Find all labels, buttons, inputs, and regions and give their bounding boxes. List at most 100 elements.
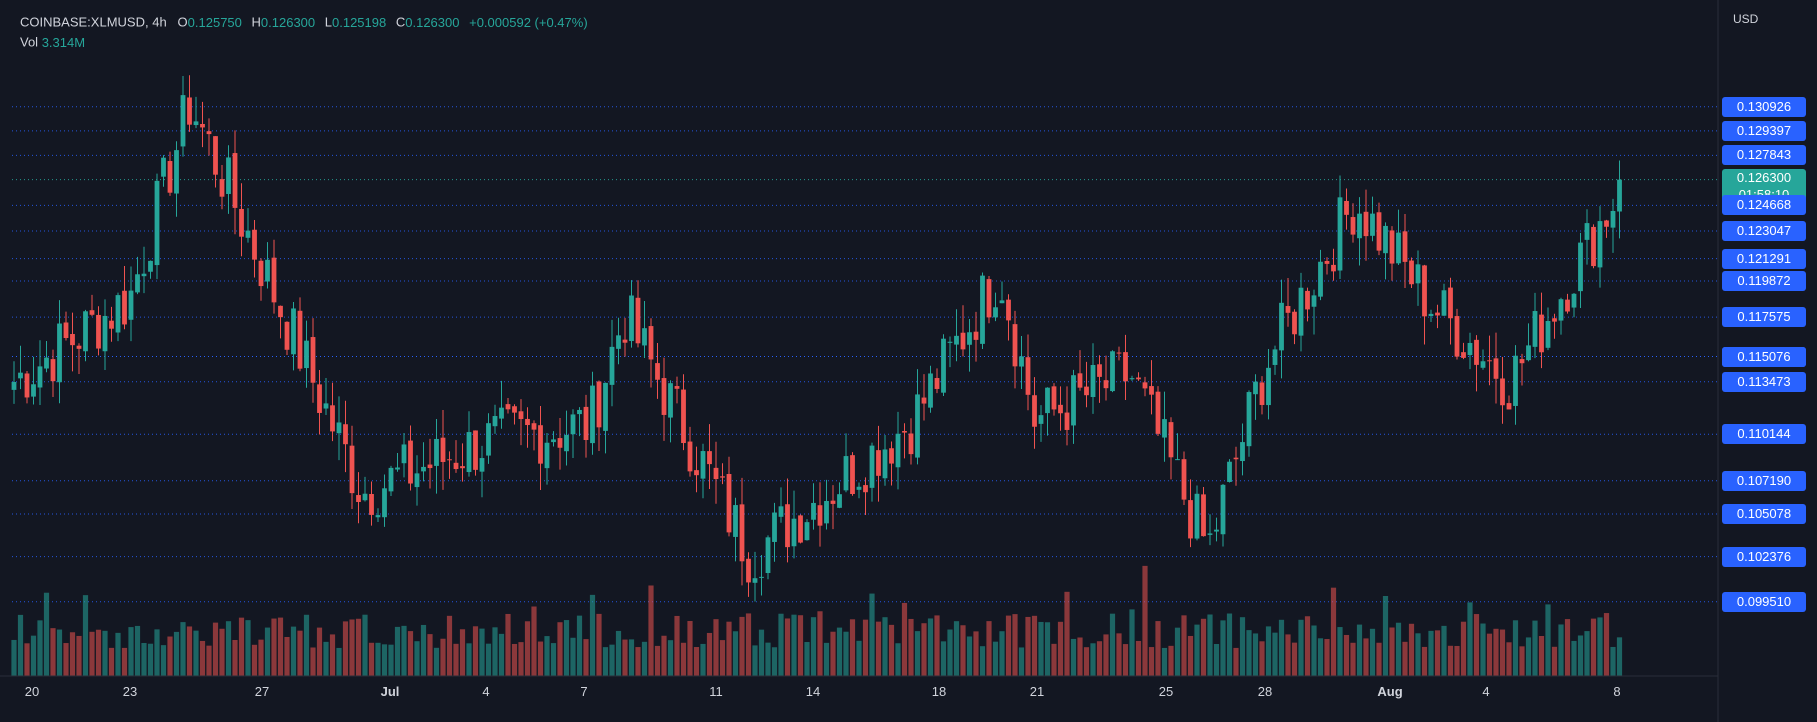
candle-body[interactable] — [1279, 302, 1284, 351]
candle-body[interactable] — [1396, 232, 1401, 264]
candle-body[interactable] — [200, 123, 205, 128]
candle-body[interactable] — [1376, 212, 1382, 251]
candle-body[interactable] — [648, 326, 654, 360]
candle-body[interactable] — [1480, 361, 1486, 368]
candle-body[interactable] — [1012, 324, 1018, 367]
candle-body[interactable] — [720, 476, 725, 478]
candle-body[interactable] — [1526, 345, 1531, 361]
candle-body[interactable] — [993, 307, 998, 318]
candle-body[interactable] — [414, 473, 420, 488]
candle-body[interactable] — [213, 136, 218, 175]
candle-body[interactable] — [687, 441, 693, 472]
candle-body[interactable] — [1617, 179, 1622, 212]
candle-body[interactable] — [1110, 351, 1115, 392]
candle-body[interactable] — [89, 310, 95, 315]
candle-body[interactable] — [642, 328, 647, 346]
candle-body[interactable] — [798, 515, 803, 543]
candle-body[interactable] — [570, 414, 576, 435]
candle-body[interactable] — [1539, 314, 1544, 353]
candle-body[interactable] — [1207, 533, 1213, 535]
candle-body[interactable] — [323, 403, 329, 409]
candle-body[interactable] — [895, 433, 901, 468]
candle-body[interactable] — [921, 397, 927, 404]
candle-body[interactable] — [336, 422, 342, 434]
candle-body[interactable] — [226, 157, 231, 194]
candle-body[interactable] — [1155, 391, 1161, 434]
candle-body[interactable] — [889, 448, 894, 464]
candle-body[interactable] — [1064, 412, 1070, 430]
candle-body[interactable] — [941, 338, 946, 393]
candle-body[interactable] — [622, 339, 628, 343]
candle-body[interactable] — [525, 418, 530, 426]
candle-body[interactable] — [609, 346, 615, 385]
candle-body[interactable] — [70, 334, 75, 346]
candle-body[interactable] — [518, 411, 524, 420]
candle-body[interactable] — [1214, 529, 1219, 532]
candle-body[interactable] — [908, 433, 914, 455]
candle-body[interactable] — [1441, 290, 1447, 316]
candle-body[interactable] — [1077, 373, 1083, 388]
candle-body[interactable] — [395, 467, 400, 470]
candle-body[interactable] — [1532, 311, 1538, 347]
candle-body[interactable] — [713, 467, 719, 480]
candle-body[interactable] — [1194, 493, 1200, 539]
candle-body[interactable] — [258, 260, 264, 287]
candle-body[interactable] — [1259, 382, 1265, 405]
candle-body[interactable] — [1149, 386, 1154, 395]
candle-body[interactable] — [1142, 382, 1148, 389]
candle-body[interactable] — [1103, 380, 1109, 389]
candle-body[interactable] — [1357, 213, 1362, 239]
candle-body[interactable] — [1591, 226, 1596, 267]
candle-body[interactable] — [161, 157, 166, 177]
candle-body[interactable] — [453, 462, 459, 470]
candle-body[interactable] — [447, 459, 452, 461]
candle-body[interactable] — [681, 389, 686, 444]
candle-body[interactable] — [1038, 415, 1044, 424]
candle-body[interactable] — [167, 161, 173, 193]
candle-body[interactable] — [1552, 318, 1557, 322]
candle-body[interactable] — [1610, 210, 1616, 228]
candle-body[interactable] — [759, 576, 764, 578]
candle-body[interactable] — [843, 456, 849, 491]
candle-body[interactable] — [499, 407, 504, 419]
candle-body[interactable] — [1363, 211, 1369, 237]
candle-body[interactable] — [661, 378, 667, 415]
candle-body[interactable] — [882, 449, 888, 479]
candle-body[interactable] — [1487, 360, 1492, 362]
currency-label[interactable]: USD — [1733, 12, 1759, 26]
candle-body[interactable] — [785, 504, 790, 548]
candle-body[interactable] — [1071, 375, 1076, 426]
candle-body[interactable] — [746, 558, 751, 583]
candle-body[interactable] — [1032, 395, 1037, 427]
candle-body[interactable] — [869, 445, 875, 488]
candle-body[interactable] — [1324, 260, 1330, 264]
candle-body[interactable] — [772, 512, 777, 542]
candle-body[interactable] — [473, 430, 478, 470]
candle-body[interactable] — [1474, 339, 1479, 365]
candle-body[interactable] — [50, 359, 56, 382]
candle-body[interactable] — [726, 474, 732, 533]
candle-body[interactable] — [122, 290, 127, 325]
candle-body[interactable] — [284, 321, 290, 350]
candle-body[interactable] — [1298, 287, 1304, 336]
candle-body[interactable] — [967, 332, 972, 345]
candle-body[interactable] — [629, 295, 634, 342]
candle-body[interactable] — [1233, 457, 1239, 460]
candle-body[interactable] — [863, 485, 868, 493]
candle-body[interactable] — [1123, 352, 1128, 382]
candle-body[interactable] — [1090, 364, 1096, 398]
candle-body[interactable] — [577, 409, 582, 415]
candle-body[interactable] — [1220, 484, 1226, 535]
candle-body[interactable] — [830, 500, 836, 504]
candle-body[interactable] — [635, 297, 641, 344]
candle-body[interactable] — [362, 493, 368, 501]
candle-body[interactable] — [219, 179, 225, 197]
candle-body[interactable] — [1454, 316, 1460, 357]
candle-body[interactable] — [148, 260, 153, 272]
candle-body[interactable] — [928, 373, 933, 408]
candle-body[interactable] — [304, 340, 309, 369]
candle-body[interactable] — [154, 180, 160, 266]
candle-body[interactable] — [232, 153, 238, 208]
candle-body[interactable] — [1292, 311, 1297, 335]
candle-body[interactable] — [349, 445, 355, 494]
